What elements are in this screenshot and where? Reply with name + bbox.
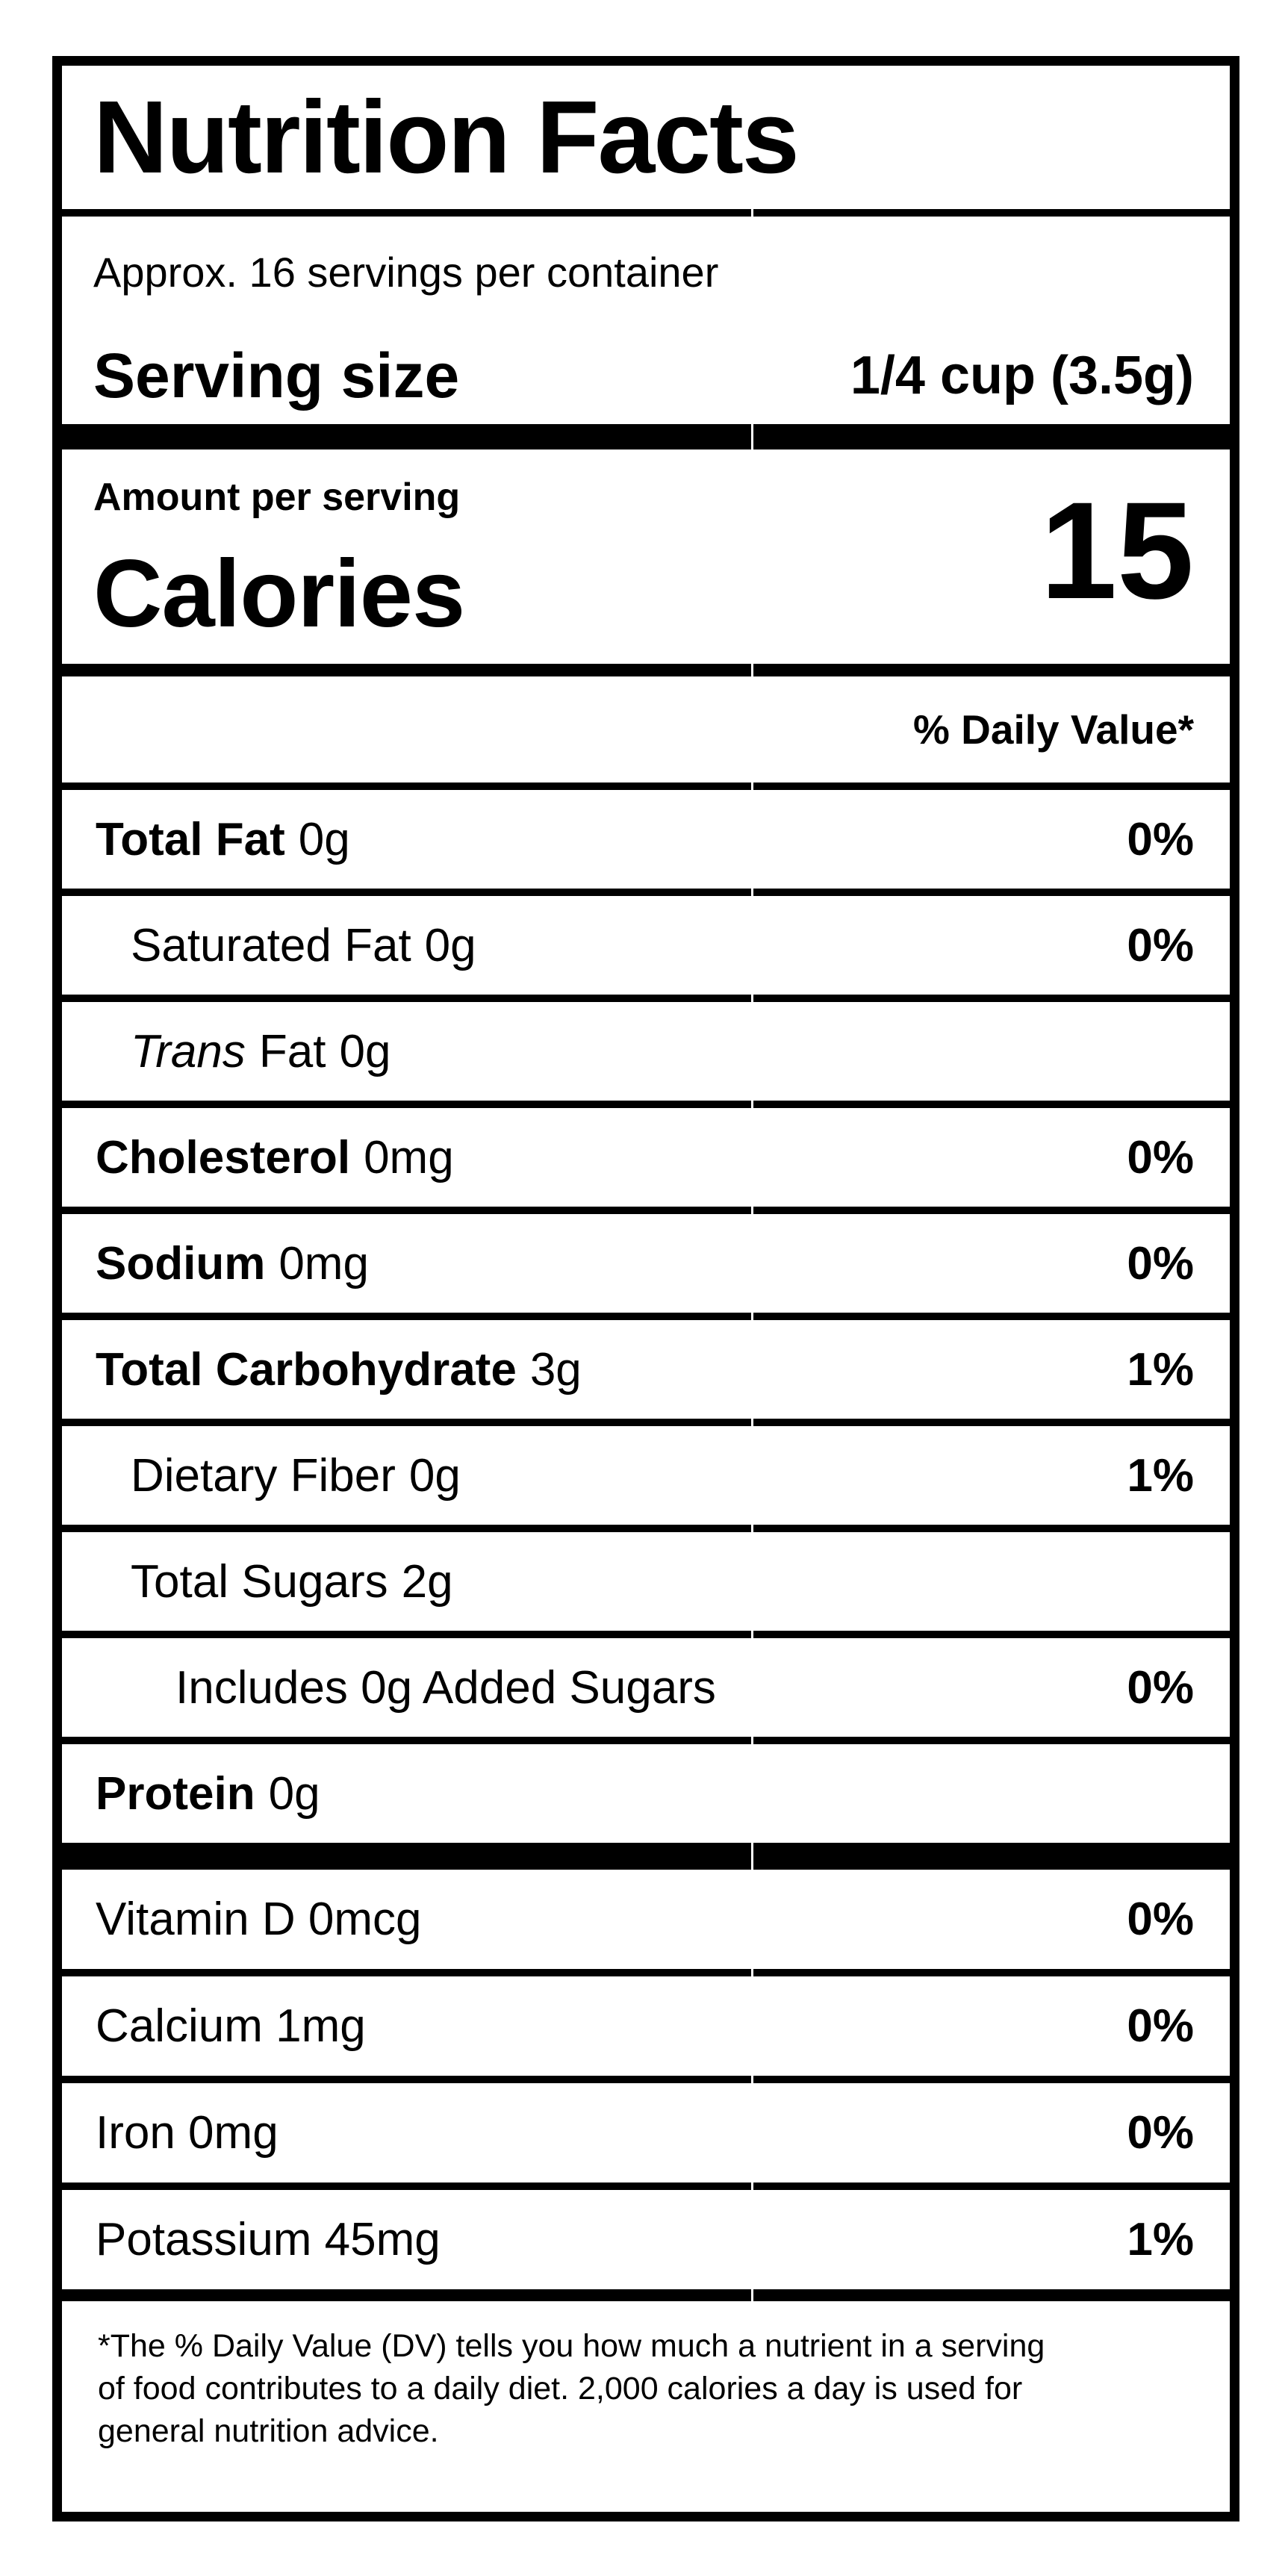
footnote-line: of food contributes to a daily diet. 2,0… <box>98 2371 1023 2407</box>
divider <box>62 1101 1230 1108</box>
nutrient-amount: 0g <box>424 919 476 971</box>
thick-bar-above-calories <box>62 424 1230 449</box>
divider-under-title <box>62 209 1230 217</box>
nutrient-row-added-sugars: Includes 0g Added Sugars 0% <box>62 1638 1230 1737</box>
micronutrient-name: Vitamin D 0mcg <box>96 1894 422 1945</box>
divider <box>62 889 1230 896</box>
nutrient-dv: 1% <box>1127 1343 1194 1396</box>
micronutrient-row-iron: Iron 0mg 0% <box>62 2083 1230 2183</box>
nutrient-amount: 2g <box>401 1555 453 1608</box>
nutrient-name: Includes 0g Added Sugars <box>175 1661 716 1714</box>
serving-size-label: Serving size <box>93 340 460 411</box>
serving-size-row: Serving size 1/4 cup (3.5g) <box>62 327 1230 424</box>
nutrient-amount: 0g <box>298 813 350 865</box>
daily-value-header-row: % Daily Value* <box>62 676 1230 783</box>
nutrient-name-suffix: Fat <box>258 1025 326 1077</box>
nutrient-row-total-fat: Total Fat 0g 0% <box>62 790 1230 889</box>
micronutrient-name: Calcium 1mg <box>96 2000 366 2052</box>
nutrient-dv: 0% <box>1127 1237 1194 1289</box>
daily-value-header: % Daily Value* <box>912 706 1194 753</box>
divider <box>62 1737 1230 1744</box>
label-title-section: Nutrition Facts <box>62 66 1230 209</box>
nutrient-row-dietary-fiber: Dietary Fiber 0g 1% <box>62 1426 1230 1525</box>
amount-per-serving-label: Amount per serving <box>93 476 461 519</box>
nutrient-amount: 0mg <box>279 1237 369 1289</box>
divider <box>62 2183 1230 2190</box>
nutrient-row-saturated-fat: Saturated Fat 0g 0% <box>62 896 1230 995</box>
nutrient-row-total-carbohydrate: Total Carbohydrate 3g 1% <box>62 1320 1230 1419</box>
medium-bar-above-footnote <box>62 2289 1230 2301</box>
calories-value: 15 <box>1040 474 1194 628</box>
micronutrient-dv: 0% <box>1127 2000 1194 2052</box>
divider <box>62 783 1230 790</box>
micronutrient-dv: 0% <box>1127 1894 1194 1945</box>
micronutrient-row-potassium: Potassium 45mg 1% <box>62 2190 1230 2289</box>
nutrient-dv: 0% <box>1127 813 1194 865</box>
servings-per-container-text: Approx. 16 servings per container <box>93 248 719 296</box>
thick-bar-above-micronutrients <box>62 1843 1230 1870</box>
nutrient-amount: 0mg <box>364 1131 454 1183</box>
nutrient-dv: 0% <box>1127 1131 1194 1183</box>
micronutrient-name: Potassium 45mg <box>96 2214 441 2265</box>
nutrient-name: Sodium <box>96 1237 266 1289</box>
divider <box>62 995 1230 1002</box>
nutrient-name: Protein <box>96 1767 255 1820</box>
nutrient-name-italic: Trans <box>131 1025 246 1077</box>
medium-bar-below-calories <box>62 664 1230 676</box>
divider <box>62 1969 1230 1976</box>
divider <box>62 1207 1230 1214</box>
nutrient-name: Total Fat <box>96 813 285 865</box>
nutrient-amount: 0g <box>408 1449 461 1502</box>
micronutrient-name: Iron 0mg <box>96 2107 279 2159</box>
calories-label: Calories <box>93 541 465 647</box>
nutrient-row-cholesterol: Cholesterol 0mg 0% <box>62 1108 1230 1207</box>
nutrient-name: Cholesterol <box>96 1131 351 1183</box>
nutrient-amount: 0g <box>268 1767 320 1820</box>
nutrient-row-sodium: Sodium 0mg 0% <box>62 1214 1230 1313</box>
nutrient-name: Dietary Fiber <box>131 1449 396 1502</box>
divider <box>62 1313 1230 1320</box>
footnote-line: general nutrition advice. <box>98 2413 439 2449</box>
nutrient-amount: 3g <box>529 1343 582 1396</box>
serving-size-value: 1/4 cup (3.5g) <box>850 346 1194 405</box>
micronutrient-dv: 1% <box>1127 2214 1194 2265</box>
divider <box>62 1525 1230 1532</box>
micronutrient-dv: 0% <box>1127 2107 1194 2159</box>
nutrient-row-total-sugars: Total Sugars 2g <box>62 1532 1230 1631</box>
nutrient-name: Total Sugars <box>131 1555 388 1608</box>
nutrient-name: Saturated Fat <box>131 919 411 971</box>
divider <box>62 2076 1230 2083</box>
nutrient-dv: 0% <box>1127 1661 1194 1714</box>
footnote-line: *The % Daily Value (DV) tells you how mu… <box>98 2328 1045 2364</box>
footnote-section: *The % Daily Value (DV) tells you how mu… <box>62 2301 1230 2512</box>
nutrient-row-protein: Protein 0g <box>62 1744 1230 1843</box>
nutrient-row-trans-fat: Trans Fat 0g <box>62 1002 1230 1101</box>
nutrient-amount: 0g <box>339 1025 391 1077</box>
divider <box>62 1419 1230 1426</box>
nutrient-dv: 1% <box>1127 1449 1194 1502</box>
divider <box>62 1631 1230 1638</box>
micronutrient-row-calcium: Calcium 1mg 0% <box>62 1976 1230 2076</box>
calories-section: Amount per serving Calories 15 <box>62 449 1230 664</box>
nutrient-name: Total Carbohydrate <box>96 1343 517 1396</box>
label-title: Nutrition Facts <box>93 79 800 195</box>
nutrient-dv: 0% <box>1127 919 1194 971</box>
micronutrient-row-vitamin-d: Vitamin D 0mcg 0% <box>62 1870 1230 1969</box>
servings-per-container-section: Approx. 16 servings per container <box>62 217 1230 327</box>
nutrition-facts-label: Nutrition Facts Approx. 16 servings per … <box>52 56 1239 2521</box>
